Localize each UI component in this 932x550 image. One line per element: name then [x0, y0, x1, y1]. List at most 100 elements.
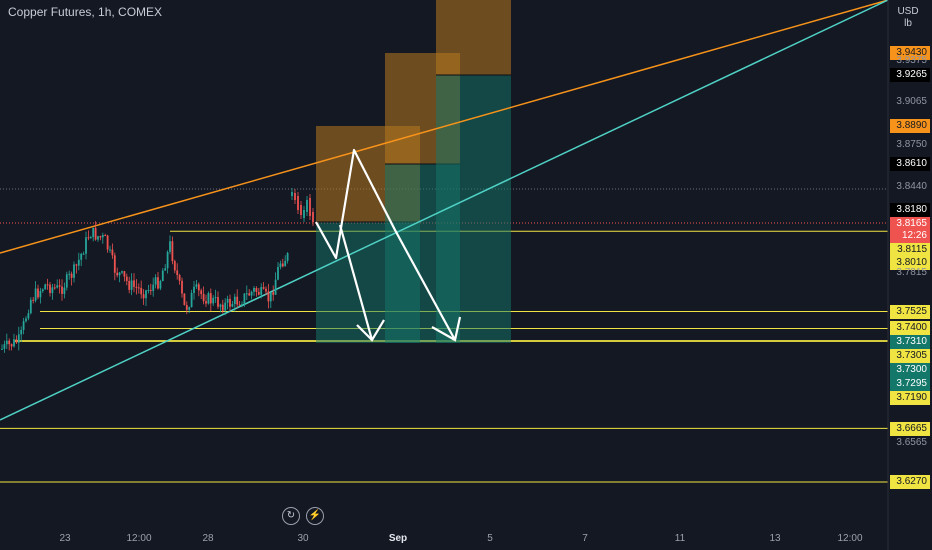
candle-body — [68, 273, 71, 275]
price-marker-label: 12:26 — [890, 229, 930, 243]
candle-body — [195, 284, 198, 287]
time-tick-label: 13 — [769, 533, 781, 544]
candle-body — [39, 291, 42, 298]
candle-body — [121, 271, 123, 273]
price-marker-label: 3.7400 — [890, 321, 930, 335]
candle-body — [70, 273, 73, 278]
candle-body — [49, 284, 51, 294]
candle-body — [205, 301, 207, 304]
candle-body — [233, 296, 236, 305]
candle-body — [255, 287, 258, 292]
candle-body — [111, 249, 114, 256]
candle-body — [25, 318, 27, 322]
price-tick-label: 3.9375 — [896, 55, 927, 66]
candle-body — [221, 304, 224, 311]
candle-body — [219, 304, 222, 307]
price-marker-label: 3.6270 — [890, 475, 930, 489]
candle-body — [109, 249, 111, 251]
candle-body — [80, 253, 83, 260]
time-tick-label: 28 — [202, 533, 214, 544]
candle-body — [274, 279, 277, 295]
candle-body — [279, 263, 282, 267]
candle-body — [123, 271, 126, 277]
flash-icon[interactable]: ⚡ — [306, 507, 324, 525]
candle-body — [157, 277, 159, 289]
candle-body — [294, 193, 296, 200]
price-tick-label: 3.6565 — [896, 437, 927, 448]
time-tick-label: 11 — [674, 533, 686, 544]
candle-body — [214, 297, 217, 299]
candle-body — [135, 286, 138, 288]
candle-body — [130, 280, 133, 290]
candle-body — [241, 304, 243, 306]
candle-body — [272, 292, 275, 295]
candle-body — [56, 285, 59, 288]
replay-icon[interactable]: ↻ — [282, 507, 300, 525]
price-marker-label: 3.8180 — [890, 203, 930, 217]
candle-body — [250, 291, 253, 296]
unit-label: lb — [904, 18, 912, 29]
candle-body — [178, 275, 181, 281]
candle-body — [303, 210, 305, 218]
candle-body — [3, 344, 6, 349]
candle-body — [53, 287, 56, 289]
candle-body — [309, 198, 311, 216]
price-marker-label: 3.7305 — [890, 349, 930, 363]
price-tick-label: 3.8750 — [896, 139, 927, 150]
price-marker-label: 3.8010 — [890, 256, 930, 270]
candle-body — [137, 287, 140, 289]
time-tick-label: 7 — [582, 533, 588, 544]
price-marker-label: 3.8115 — [890, 243, 930, 257]
stop-loss-zone — [436, 0, 511, 75]
candle-body — [190, 292, 193, 308]
candle-body — [226, 298, 229, 303]
chart-title[interactable]: Copper Futures, 1h, COMEX — [8, 5, 163, 19]
candle-body — [94, 227, 97, 240]
candle-body — [63, 287, 66, 294]
candle-body — [236, 296, 239, 305]
candle-body — [106, 235, 109, 250]
candle-body — [277, 266, 279, 280]
candle-body — [116, 272, 119, 276]
candle-body — [291, 192, 293, 196]
candle-body — [101, 235, 104, 238]
candle-body — [265, 288, 267, 292]
price-tick-label: 3.8440 — [896, 181, 927, 192]
candle-body — [82, 253, 85, 255]
price-tick-label: 3.7815 — [896, 267, 927, 278]
currency-unit-selector[interactable]: USD lb — [891, 6, 925, 30]
candle-body — [159, 281, 162, 289]
candle-body — [92, 227, 95, 238]
candle-body — [286, 253, 289, 261]
price-scale-background — [888, 0, 932, 550]
price-marker-label: 3.8610 — [890, 157, 930, 171]
candle-body — [8, 340, 11, 345]
arrow-head — [356, 319, 385, 342]
take-profit-zone — [436, 75, 511, 343]
candle-body — [231, 304, 234, 307]
time-tick-label: Sep — [388, 533, 408, 544]
price-marker-label: 3.7300 — [890, 363, 930, 377]
candle-body — [281, 263, 284, 267]
candle-body — [164, 268, 167, 271]
candle-body — [181, 280, 183, 294]
candle-body — [297, 196, 299, 210]
candle-body — [1, 348, 3, 350]
price-marker-label: 3.7295 — [890, 377, 930, 391]
candle-body — [99, 236, 102, 238]
candle-body — [197, 284, 200, 291]
support-trendline — [0, 0, 889, 421]
candle-body — [128, 280, 131, 290]
candle-body — [58, 285, 61, 287]
candle-body — [44, 284, 47, 290]
candle-body — [260, 287, 263, 295]
candle-body — [41, 289, 44, 292]
candle-body — [207, 293, 210, 304]
candle-body — [22, 321, 25, 330]
price-marker-label: 3.7525 — [890, 305, 930, 319]
candle-body — [176, 270, 179, 276]
arrow-head — [431, 316, 462, 342]
price-marker-label: 3.7310 — [890, 335, 930, 349]
